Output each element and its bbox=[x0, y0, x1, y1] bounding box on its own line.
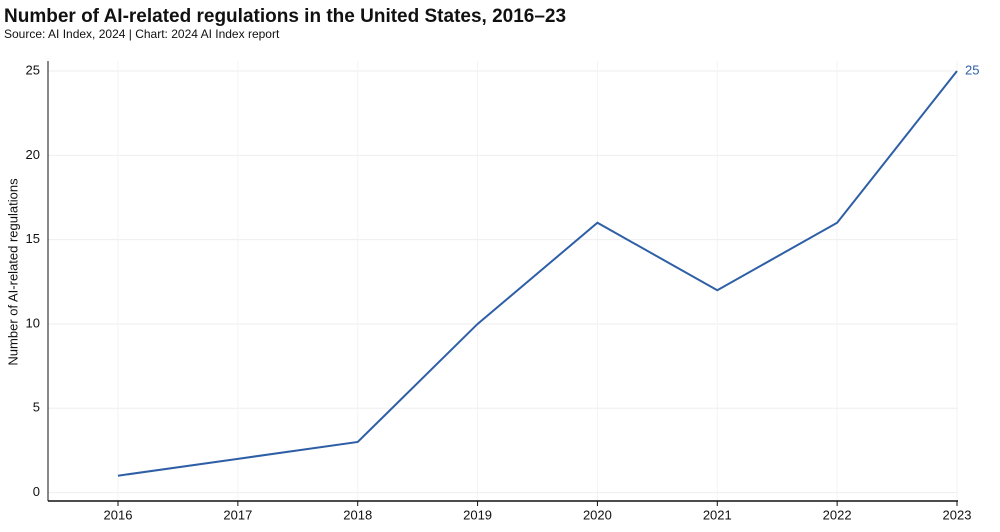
y-tick-label: 10 bbox=[26, 315, 40, 330]
x-tick-label: 2019 bbox=[463, 507, 492, 522]
y-tick-label: 20 bbox=[26, 147, 40, 162]
chart-title: Number of AI-related regulations in the … bbox=[4, 6, 566, 27]
data-label: 25 bbox=[965, 62, 979, 77]
x-tick-label: 2023 bbox=[943, 507, 972, 522]
x-tick-label: 2016 bbox=[104, 507, 133, 522]
y-tick-label: 25 bbox=[26, 62, 40, 77]
x-tick-label: 2022 bbox=[823, 507, 852, 522]
x-tick-label: 2021 bbox=[703, 507, 732, 522]
y-tick-label: 15 bbox=[26, 231, 40, 246]
y-tick-label: 0 bbox=[33, 484, 40, 499]
chart-subtitle: Source: AI Index, 2024 | Chart: 2024 AI … bbox=[4, 27, 280, 41]
y-axis-label: Number of AI-related regulations bbox=[5, 178, 20, 366]
y-tick-label: 5 bbox=[33, 400, 40, 415]
data-line bbox=[117, 70, 958, 477]
x-tick-label: 2018 bbox=[343, 507, 372, 522]
x-tick-label: 2020 bbox=[583, 507, 612, 522]
x-tick-label: 2017 bbox=[223, 507, 252, 522]
